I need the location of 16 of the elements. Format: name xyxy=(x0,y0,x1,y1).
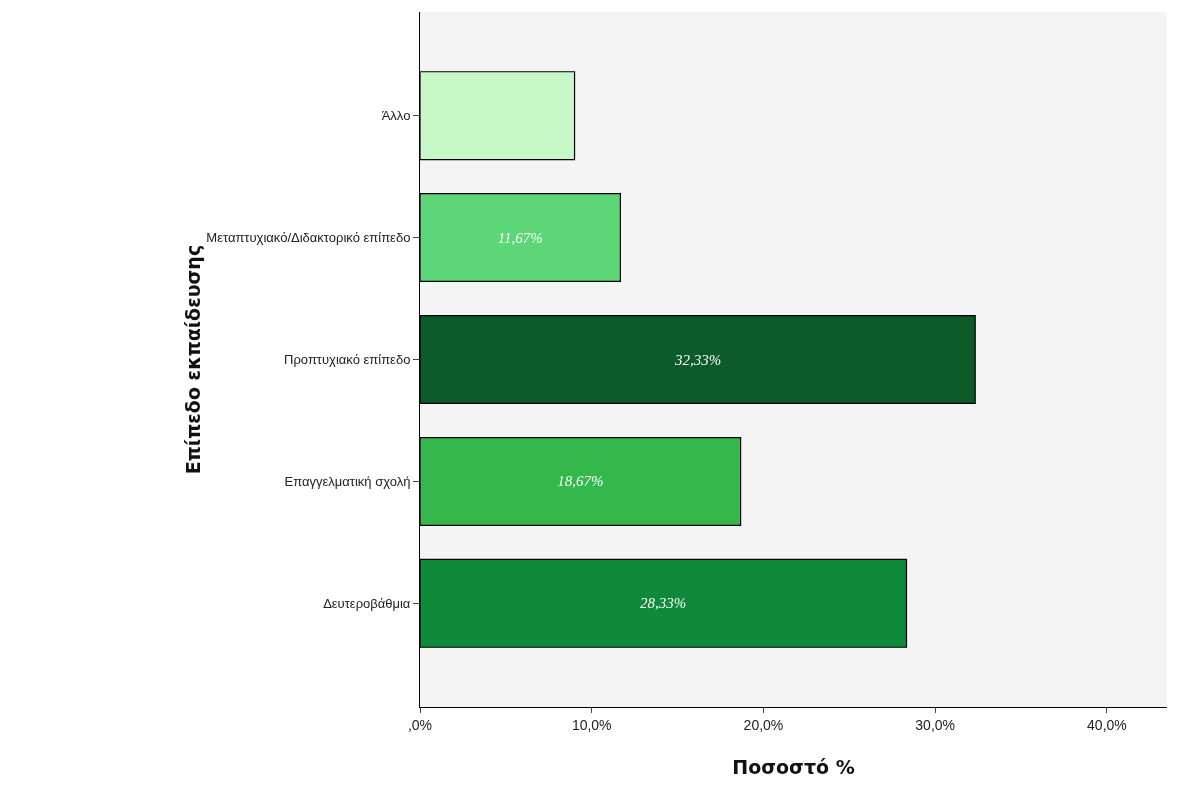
data-label: 32,33% xyxy=(673,351,722,368)
y-tick-label: Άλλο xyxy=(381,108,411,124)
y-tick-label: Επαγγελματική σχολή xyxy=(284,473,411,489)
x-axis-title: Ποσοστό % xyxy=(732,756,855,778)
x-tick-label: 20,0% xyxy=(743,716,784,733)
data-label: 28,33% xyxy=(640,595,687,612)
x-tick-label: 10,0% xyxy=(571,716,612,733)
x-tick-label: 40,0% xyxy=(1087,716,1127,733)
y-tick-label: Προπτυχιακό επίπεδο xyxy=(284,352,411,368)
x-tick-label: ,0% xyxy=(407,716,433,733)
y-axis-title: Επίπεδο εκπαίδευσης xyxy=(182,244,205,475)
data-label: 18,67% xyxy=(557,473,604,490)
y-tick-label: Μεταπτυχιακό/Διδακτορικό επίπεδο xyxy=(206,230,411,246)
data-label: 11,67% xyxy=(497,229,543,246)
x-tick-label: 30,0% xyxy=(915,716,956,733)
y-tick-label: Δευτεροβάθμια xyxy=(323,595,411,611)
